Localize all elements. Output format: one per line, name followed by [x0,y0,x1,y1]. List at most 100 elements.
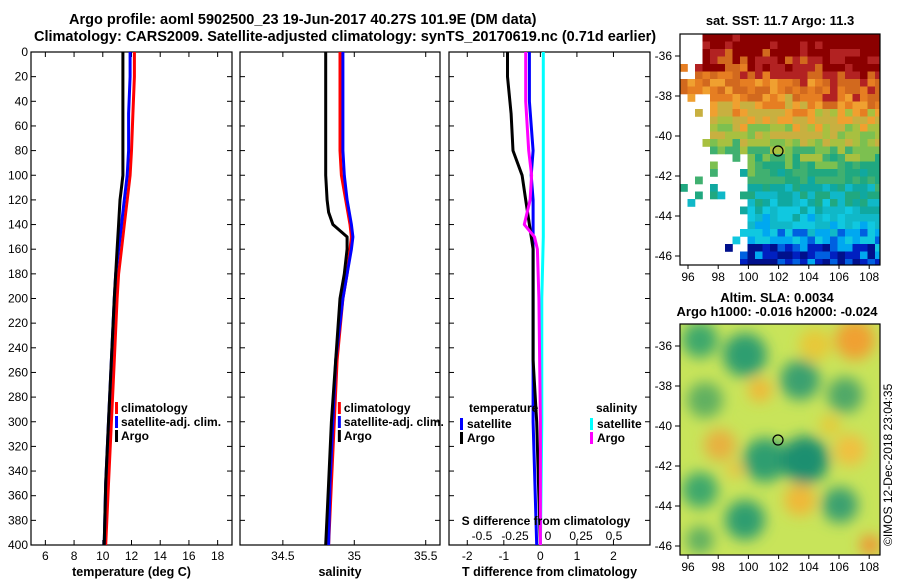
sst-cell [785,124,793,132]
sst-cell [845,41,853,50]
sst-cell [710,41,718,50]
sst-cell [762,86,771,95]
sst-cell [755,154,763,162]
sst-cell [770,116,778,125]
legend-swatch [590,432,593,444]
sst-cell [845,116,853,125]
sst-cell [785,71,793,80]
sst-cell [770,86,778,95]
sst-cell [867,101,876,110]
sst-cell [725,49,733,57]
sst-cell [717,139,726,147]
sst-cell [710,56,718,65]
sst-cell [867,214,876,222]
sst-cell [725,109,733,117]
sst-cell [860,109,868,117]
sst-cell [807,214,816,222]
sst-cell [822,169,831,177]
sst-cell [770,161,778,170]
sst-cell [747,244,756,252]
sst-cell [860,94,868,102]
sst-cell [755,221,763,230]
sst-cell [875,191,880,200]
sst-cell [687,199,696,207]
map-y-tick-label: -46 [655,539,673,553]
sst-cell [770,154,778,162]
sst-cell [755,79,763,87]
sst-cell [837,116,846,125]
sst-cell [710,139,718,147]
sst-cell [852,64,861,72]
sst-cell [747,251,756,260]
series-group-difference [506,52,545,545]
sst-cell [837,86,846,95]
sst-cell [747,206,756,215]
sst-cell [852,259,861,265]
sst-cell [837,71,846,80]
sst-cell [777,259,786,265]
sst-cell [792,109,801,117]
sst-cell [867,109,876,117]
sst-cell [875,214,880,222]
y-tick-label: 20 [15,70,29,84]
sst-cell [822,154,831,162]
sst-cell [777,79,786,87]
sst-cell [777,86,786,95]
x-tick-label: 2 [610,549,617,563]
y-tick-label: 340 [8,464,28,478]
sla-blob [682,472,718,508]
sst-cell [807,229,816,237]
series-group-temperature [102,52,136,545]
sst-cell [867,49,876,57]
sst-cell [740,49,748,57]
sst-cell [792,64,801,72]
title-line-2: Climatology: CARS2009. Satellite-adjuste… [34,29,657,45]
sst-cell [762,244,771,252]
sst-cell [830,49,838,57]
sst-cell [815,191,823,200]
sst-cell [717,124,726,132]
sst-cell [800,154,808,162]
sst-cell [815,206,823,215]
sst-cell [860,131,868,140]
sst-cell [830,109,838,117]
sst-cell [725,56,733,65]
sst-cell [860,116,868,125]
sst-cell [875,251,880,260]
sst-cell [800,176,808,185]
sst-cell [867,176,876,185]
secondary-tick-label: 0 [545,529,552,543]
y-tick-label: 120 [8,193,28,207]
sst-cell [725,116,733,125]
sla-blob [827,377,863,413]
sst-cell [822,236,831,245]
legend-title-salinity: salinity [596,401,638,415]
sst-cell [777,64,786,72]
sst-cell [800,64,808,72]
sst-cell [695,176,703,185]
sla-blob [725,500,765,540]
sst-cell [762,79,771,87]
sst-cell [867,71,876,80]
sst-cell [770,236,778,245]
sst-cell [822,176,831,185]
sla-blob [723,333,767,377]
sst-cell [680,184,688,192]
sst-cell [792,146,801,155]
sst-cell [852,124,861,132]
sst-cell [800,86,808,95]
sst-cell [845,131,853,140]
sst-cell [725,34,733,42]
series-group-salinity [324,52,355,545]
sst-cell [702,34,711,42]
sst-cell [710,94,718,102]
sst-cell [815,131,823,140]
sst-cell [792,259,801,265]
sst-cell [837,131,846,140]
sst-cell [755,139,763,147]
sst-cell [770,101,778,110]
y-tick-label: 200 [8,292,28,306]
sst-cell [777,206,786,215]
sst-cell [785,139,793,147]
sst-cell [725,101,733,110]
